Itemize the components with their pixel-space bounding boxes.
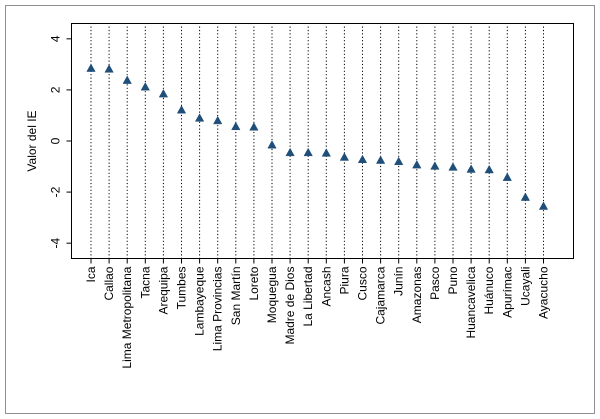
- x-category-label: Callao: [102, 266, 116, 300]
- data-point-marker: [213, 115, 223, 125]
- x-category-label: Huancavelica: [464, 266, 478, 338]
- x-category-label: Lima Metropolitana: [120, 266, 134, 368]
- y-tick-label: 4: [49, 35, 63, 42]
- x-category-label: Piura: [337, 266, 351, 294]
- x-category-label: Tacna: [138, 266, 152, 298]
- x-category-label: Ucayali: [518, 267, 532, 306]
- data-point-marker: [104, 64, 114, 73]
- x-category-label: Cusco: [356, 266, 370, 300]
- data-point-marker: [448, 162, 458, 171]
- x-category-label: Amazonas: [410, 267, 424, 324]
- data-point-marker: [303, 147, 313, 157]
- x-category-label: Madre de Dios: [283, 267, 297, 345]
- data-point-marker: [430, 161, 440, 170]
- x-category-label: Lambayeque: [193, 266, 207, 336]
- data-point-marker: [357, 154, 368, 164]
- data-point-marker: [176, 105, 187, 114]
- data-point-marker: [502, 172, 512, 181]
- data-point-marker: [339, 152, 350, 161]
- y-tick-label: -2: [49, 186, 63, 197]
- x-category-label: Pasco: [428, 266, 442, 300]
- data-point-marker: [520, 192, 531, 201]
- y-tick-label: 0: [49, 137, 63, 144]
- data-point-marker: [140, 82, 150, 91]
- data-point-marker: [538, 201, 549, 210]
- x-category-label: La Libertad: [301, 267, 315, 327]
- data-point-marker: [285, 147, 295, 157]
- data-point-marker: [249, 122, 259, 131]
- x-category-label: Puno: [446, 266, 460, 294]
- data-point-marker: [86, 63, 96, 72]
- y-axis: -4 -2 0 2 4: [49, 35, 72, 249]
- y-tick-label: 2: [49, 86, 63, 93]
- data-point-marker: [412, 160, 422, 169]
- x-category-label: Ica: [84, 266, 98, 282]
- data-point-marker: [158, 89, 169, 98]
- x-category-label: Junín: [392, 267, 406, 296]
- x-category-label: Moquegua: [265, 266, 279, 323]
- x-category-label: Tumbes: [175, 267, 189, 310]
- data-point-marker: [231, 121, 241, 131]
- x-axis-labels: Ica Callao Lima Metropolitana Tacna Arequipa…: [84, 258, 551, 369]
- x-category-label: Lima Provincias: [211, 267, 225, 352]
- data-point-marker: [122, 75, 132, 84]
- data-points: [86, 63, 549, 210]
- x-category-label: Arequipa: [156, 266, 170, 314]
- x-category-label: Ancash: [319, 267, 333, 307]
- x-category-label: Apurímac: [500, 267, 514, 318]
- x-category-label: Huánuco: [482, 266, 496, 314]
- x-category-label: Cajamarca: [374, 266, 388, 324]
- data-point-marker: [375, 155, 386, 164]
- x-category-label: Loreto: [247, 266, 261, 300]
- y-axis-title: Valor del IE: [25, 110, 39, 171]
- x-category-label: San Martín: [229, 267, 243, 326]
- data-point-marker: [267, 140, 277, 149]
- data-point-marker: [194, 113, 205, 122]
- plot-frame: [71, 23, 574, 259]
- category-guides: [90, 26, 544, 259]
- y-tick-label: -4: [49, 238, 63, 249]
- data-point-marker: [321, 148, 331, 157]
- data-point-marker: [484, 164, 494, 174]
- data-point-marker: [466, 164, 476, 173]
- data-point-marker: [394, 156, 404, 166]
- x-category-label: Ayacucho: [537, 266, 551, 319]
